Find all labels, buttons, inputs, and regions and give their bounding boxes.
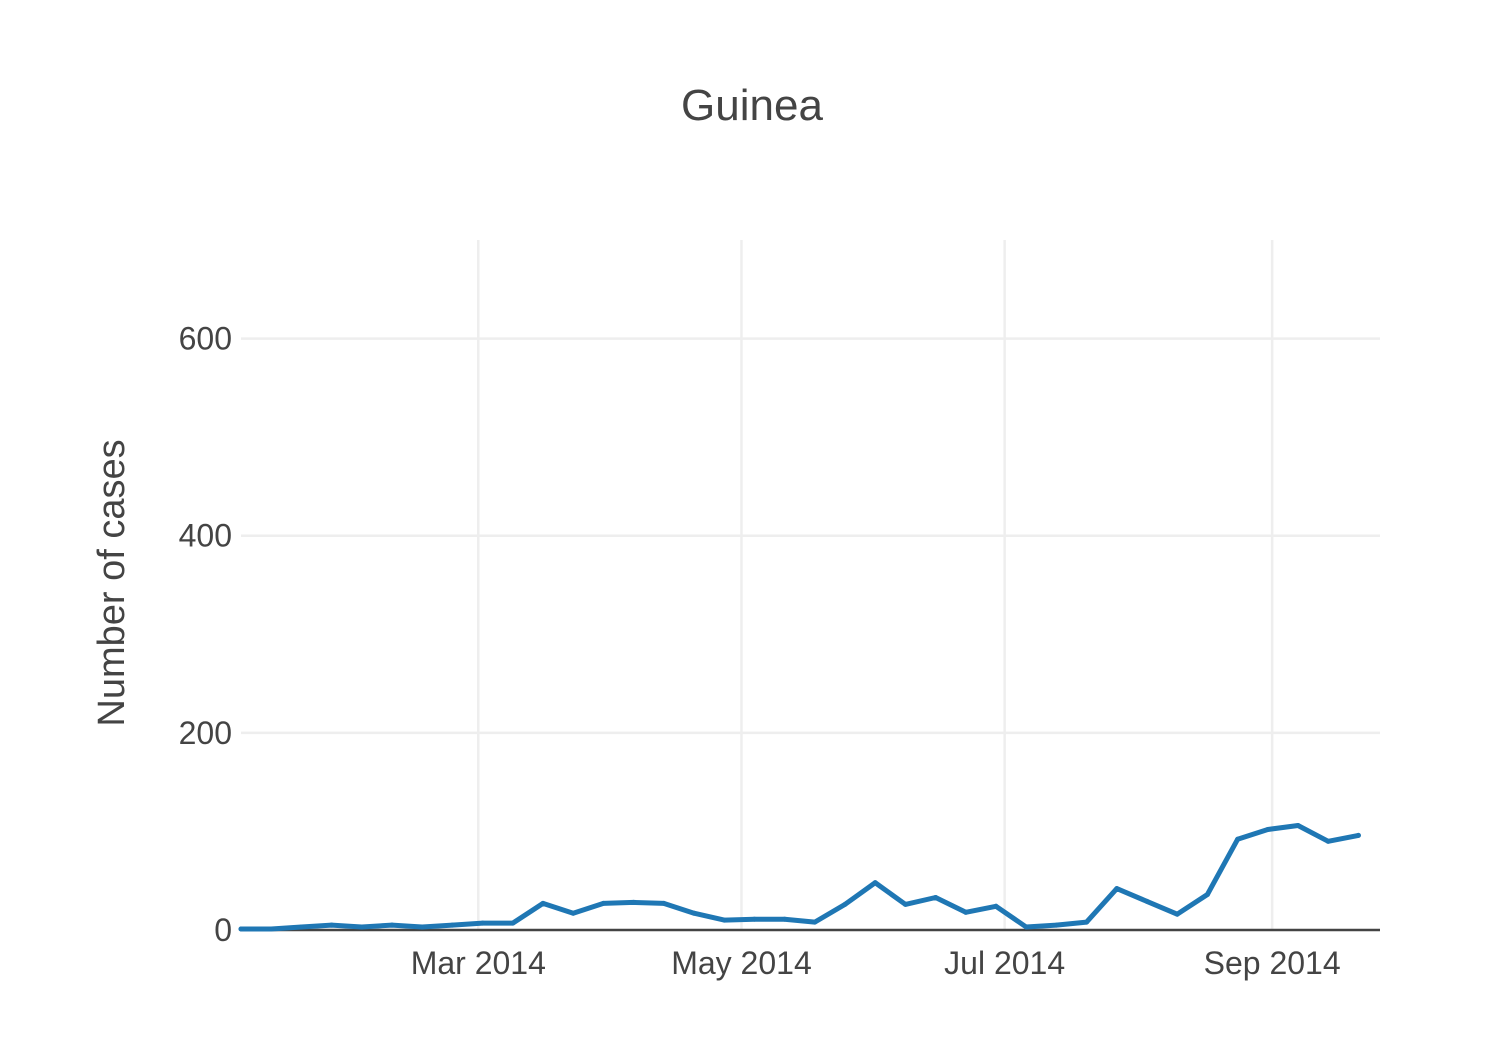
data-point [510, 920, 516, 926]
data-point [1144, 898, 1150, 904]
x-axis-ticks: Mar 2014 May 2014 Jul 2014 Sep 2014 [411, 945, 1341, 981]
y-tick-label: 200 [179, 715, 232, 751]
data-point [540, 900, 546, 906]
x-tick-label: May 2014 [671, 945, 812, 981]
data-point [1355, 832, 1361, 838]
y-tick-label: 0 [214, 912, 232, 948]
data-point [298, 924, 304, 930]
data-point [419, 924, 425, 930]
data-point [812, 919, 818, 925]
data-point [600, 900, 606, 906]
data-point [1204, 892, 1210, 897]
data-point [1114, 886, 1120, 892]
y-gridlines [241, 337, 1380, 735]
y-tick-label: 600 [179, 321, 232, 357]
data-point [1023, 924, 1029, 930]
data-point [1084, 919, 1090, 925]
data-point [721, 917, 727, 923]
data-point [751, 916, 757, 922]
data-point [963, 909, 969, 915]
series-line [238, 823, 1361, 932]
data-point [268, 926, 274, 932]
data-point [933, 895, 939, 900]
data-point [1295, 823, 1301, 828]
data-point [993, 903, 999, 909]
data-point [1235, 836, 1241, 842]
data-point [1265, 827, 1271, 832]
data-point [661, 900, 667, 906]
data-point [872, 880, 878, 886]
x-tick-label: Jul 2014 [944, 945, 1065, 981]
data-point [902, 901, 908, 907]
data-point [1053, 922, 1059, 928]
x-gridlines [477, 240, 1274, 930]
data-point [1325, 838, 1331, 844]
y-axis-title: Number of cases [91, 439, 133, 726]
data-point [359, 924, 365, 930]
data-point [782, 916, 788, 922]
x-tick-label: Mar 2014 [411, 945, 546, 981]
y-tick-label: 400 [179, 518, 232, 554]
x-tick-label: Sep 2014 [1204, 945, 1341, 981]
data-point [238, 926, 244, 932]
data-point [631, 899, 637, 905]
chart-title: Guinea [681, 81, 823, 130]
data-point [842, 901, 848, 907]
data-point [691, 910, 697, 916]
data-point [449, 922, 455, 928]
data-point [389, 922, 395, 928]
y-axis-ticks: 0 200 400 600 [179, 321, 232, 948]
series-layer [238, 823, 1361, 932]
data-point [480, 920, 486, 926]
data-point [329, 922, 335, 928]
data-point [1174, 911, 1180, 917]
data-point [570, 910, 576, 916]
